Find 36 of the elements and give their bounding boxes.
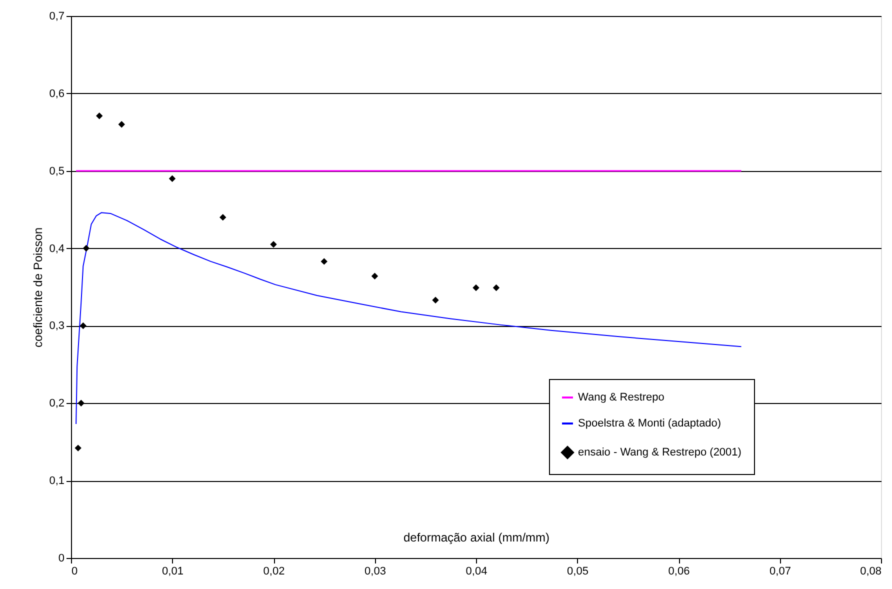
x-tick-label: 0,02 [263,566,285,578]
y-tick-label: 0,4 [49,242,64,255]
legend-label: Spoelstra & Monti (adaptado) [578,418,722,430]
y-tick-label: 0,6 [49,88,64,100]
point [492,284,500,292]
point [82,244,90,252]
point [432,296,439,304]
point [220,214,226,221]
y-tick-label: 0,3 [49,320,64,332]
y-axis-title: coeficiente de Poisson [31,227,46,348]
x-tick-label: 0,04 [466,566,488,578]
x-tick-label: 0,05 [567,566,588,578]
y-tick-label: 0,5 [49,165,64,178]
point [168,175,176,182]
point [371,272,378,280]
y-tick-label: 0,1 [49,475,64,488]
y-tick-label: 0 [58,552,64,564]
x-tick-label: 0,06 [668,566,690,578]
x-tick-label: 0 [72,566,78,578]
x-tick-label: 0,01 [162,566,184,578]
legend-label: Wang & Restrepo [578,392,664,404]
x-axis-title: deformação axial (mm/mm) [403,530,550,544]
point [320,258,328,265]
legend-label: ensaio - Wang & Restrepo (2001) [578,446,742,458]
x-tick-label: 0,07 [770,566,791,578]
y-tick-label: 0,7 [49,10,64,22]
point [78,400,84,406]
x-tick-label: 0,08 [860,566,882,578]
point [472,284,480,292]
point [80,322,87,330]
y-tick-label: 0,2 [49,398,64,410]
point [118,121,125,128]
point [96,112,103,120]
x-tick-label: 0,03 [364,566,386,578]
point [74,444,82,452]
point [270,241,277,248]
